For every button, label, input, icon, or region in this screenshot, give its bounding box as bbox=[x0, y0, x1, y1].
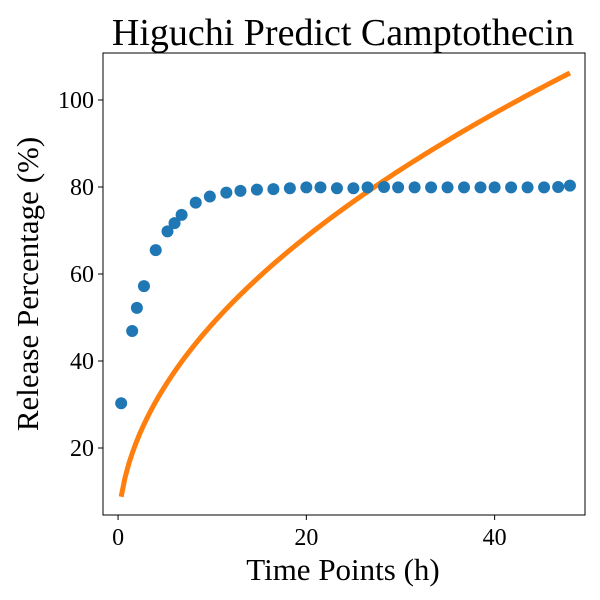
y-axis-label: Release Percentage (%) bbox=[10, 137, 45, 431]
y-tick-label: 60 bbox=[70, 262, 94, 288]
data-point bbox=[538, 181, 551, 194]
data-point bbox=[408, 181, 421, 194]
data-point bbox=[234, 184, 247, 197]
y-tick-label: 40 bbox=[70, 349, 94, 375]
data-point bbox=[130, 301, 143, 314]
y-tick-label: 100 bbox=[58, 88, 94, 114]
data-point bbox=[267, 183, 280, 196]
data-point bbox=[137, 280, 150, 293]
data-point bbox=[392, 181, 405, 194]
data-point bbox=[175, 208, 188, 221]
data-point bbox=[220, 186, 233, 199]
data-point bbox=[347, 182, 360, 195]
y-tick-label: 80 bbox=[70, 175, 94, 201]
data-point bbox=[283, 182, 296, 195]
data-point bbox=[161, 225, 174, 238]
x-tick-label: 0 bbox=[112, 525, 124, 551]
data-point bbox=[314, 181, 327, 194]
x-axis-label: Time Points (h) bbox=[246, 552, 440, 587]
data-point bbox=[563, 179, 576, 192]
data-point bbox=[425, 181, 438, 194]
x-tick-label: 40 bbox=[483, 525, 507, 551]
data-point bbox=[378, 180, 391, 193]
data-point bbox=[361, 181, 374, 194]
data-point bbox=[250, 183, 263, 196]
data-point bbox=[126, 324, 139, 337]
data-point bbox=[168, 217, 181, 230]
data-point bbox=[505, 181, 518, 194]
data-point bbox=[488, 181, 501, 194]
data-point bbox=[552, 180, 565, 193]
x-axis-ticks: 0 20 40 bbox=[112, 515, 507, 551]
data-point bbox=[115, 397, 128, 410]
data-point bbox=[300, 181, 313, 194]
data-point bbox=[149, 244, 162, 257]
y-tick-label: 20 bbox=[70, 436, 94, 462]
higuchi-fit-line bbox=[118, 70, 572, 498]
data-point bbox=[441, 181, 454, 194]
plot-frame bbox=[102, 52, 586, 516]
data-point bbox=[458, 181, 471, 194]
y-axis-ticks: 20 40 60 80 100 bbox=[58, 88, 103, 462]
plot-content bbox=[115, 70, 576, 498]
x-tick-label: 20 bbox=[294, 525, 318, 551]
data-point bbox=[474, 181, 487, 194]
chart-title: Higuchi Predict Camptothecin bbox=[112, 12, 574, 54]
data-point bbox=[330, 182, 343, 195]
data-point bbox=[203, 190, 216, 203]
data-point bbox=[189, 196, 202, 209]
data-point bbox=[521, 181, 534, 194]
